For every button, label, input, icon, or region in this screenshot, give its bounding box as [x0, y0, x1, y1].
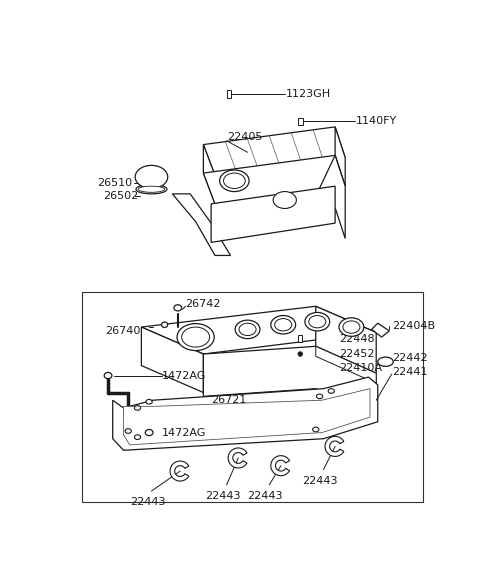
- Bar: [227, 90, 231, 97]
- Polygon shape: [170, 461, 189, 481]
- Text: 1472AG: 1472AG: [162, 427, 207, 438]
- Ellipse shape: [224, 173, 245, 188]
- Ellipse shape: [235, 320, 260, 339]
- Text: 22442: 22442: [392, 353, 427, 363]
- Text: 22448: 22448: [339, 334, 374, 344]
- Ellipse shape: [271, 316, 296, 334]
- Polygon shape: [142, 306, 376, 354]
- Ellipse shape: [239, 323, 256, 336]
- Text: 22441: 22441: [392, 367, 427, 377]
- Polygon shape: [335, 127, 345, 186]
- Text: 1140FY: 1140FY: [356, 116, 397, 127]
- Text: 1472AG: 1472AG: [162, 370, 207, 381]
- Text: 22443: 22443: [205, 491, 240, 501]
- Ellipse shape: [275, 319, 292, 331]
- Polygon shape: [204, 346, 376, 414]
- Ellipse shape: [104, 373, 112, 378]
- Polygon shape: [325, 437, 344, 456]
- Ellipse shape: [339, 318, 364, 336]
- Ellipse shape: [138, 186, 165, 192]
- Text: 26721: 26721: [211, 395, 247, 406]
- Polygon shape: [142, 327, 204, 392]
- Polygon shape: [113, 377, 378, 450]
- Polygon shape: [204, 127, 345, 175]
- Ellipse shape: [343, 321, 360, 334]
- Text: 1123GH: 1123GH: [286, 89, 331, 98]
- Ellipse shape: [135, 165, 168, 188]
- Polygon shape: [271, 456, 289, 476]
- Ellipse shape: [174, 305, 181, 311]
- Ellipse shape: [136, 185, 167, 194]
- Ellipse shape: [378, 357, 393, 366]
- Bar: [82, 293, 423, 502]
- Text: 22443: 22443: [248, 491, 283, 501]
- Text: 22443: 22443: [302, 476, 337, 486]
- Ellipse shape: [316, 394, 323, 399]
- Ellipse shape: [146, 399, 152, 404]
- Text: 26742: 26742: [186, 299, 221, 309]
- Text: 26502: 26502: [103, 191, 138, 201]
- Polygon shape: [211, 186, 335, 242]
- Text: 22410A: 22410A: [339, 363, 382, 373]
- Polygon shape: [204, 145, 215, 204]
- Polygon shape: [228, 448, 247, 468]
- Ellipse shape: [162, 322, 168, 327]
- Ellipse shape: [305, 312, 330, 331]
- Ellipse shape: [134, 435, 141, 439]
- Polygon shape: [204, 156, 345, 204]
- Text: 26510: 26510: [97, 178, 132, 188]
- Polygon shape: [172, 194, 230, 256]
- Ellipse shape: [125, 429, 132, 433]
- Circle shape: [298, 352, 302, 357]
- Ellipse shape: [145, 430, 153, 435]
- Ellipse shape: [134, 406, 141, 410]
- Text: 26740: 26740: [105, 326, 140, 336]
- Bar: [298, 335, 302, 342]
- Ellipse shape: [273, 192, 296, 209]
- Ellipse shape: [177, 324, 214, 351]
- Ellipse shape: [220, 170, 249, 192]
- Polygon shape: [316, 346, 376, 383]
- Ellipse shape: [309, 316, 326, 328]
- Ellipse shape: [181, 327, 210, 347]
- Bar: [298, 118, 302, 126]
- Text: 22405: 22405: [227, 132, 262, 142]
- Text: 22404B: 22404B: [392, 320, 435, 331]
- Text: 22452: 22452: [339, 349, 374, 359]
- Ellipse shape: [312, 427, 319, 432]
- Text: 22443: 22443: [130, 497, 165, 507]
- Polygon shape: [372, 323, 389, 337]
- Ellipse shape: [328, 389, 335, 393]
- Polygon shape: [316, 156, 345, 238]
- Polygon shape: [123, 389, 370, 445]
- Polygon shape: [316, 306, 376, 373]
